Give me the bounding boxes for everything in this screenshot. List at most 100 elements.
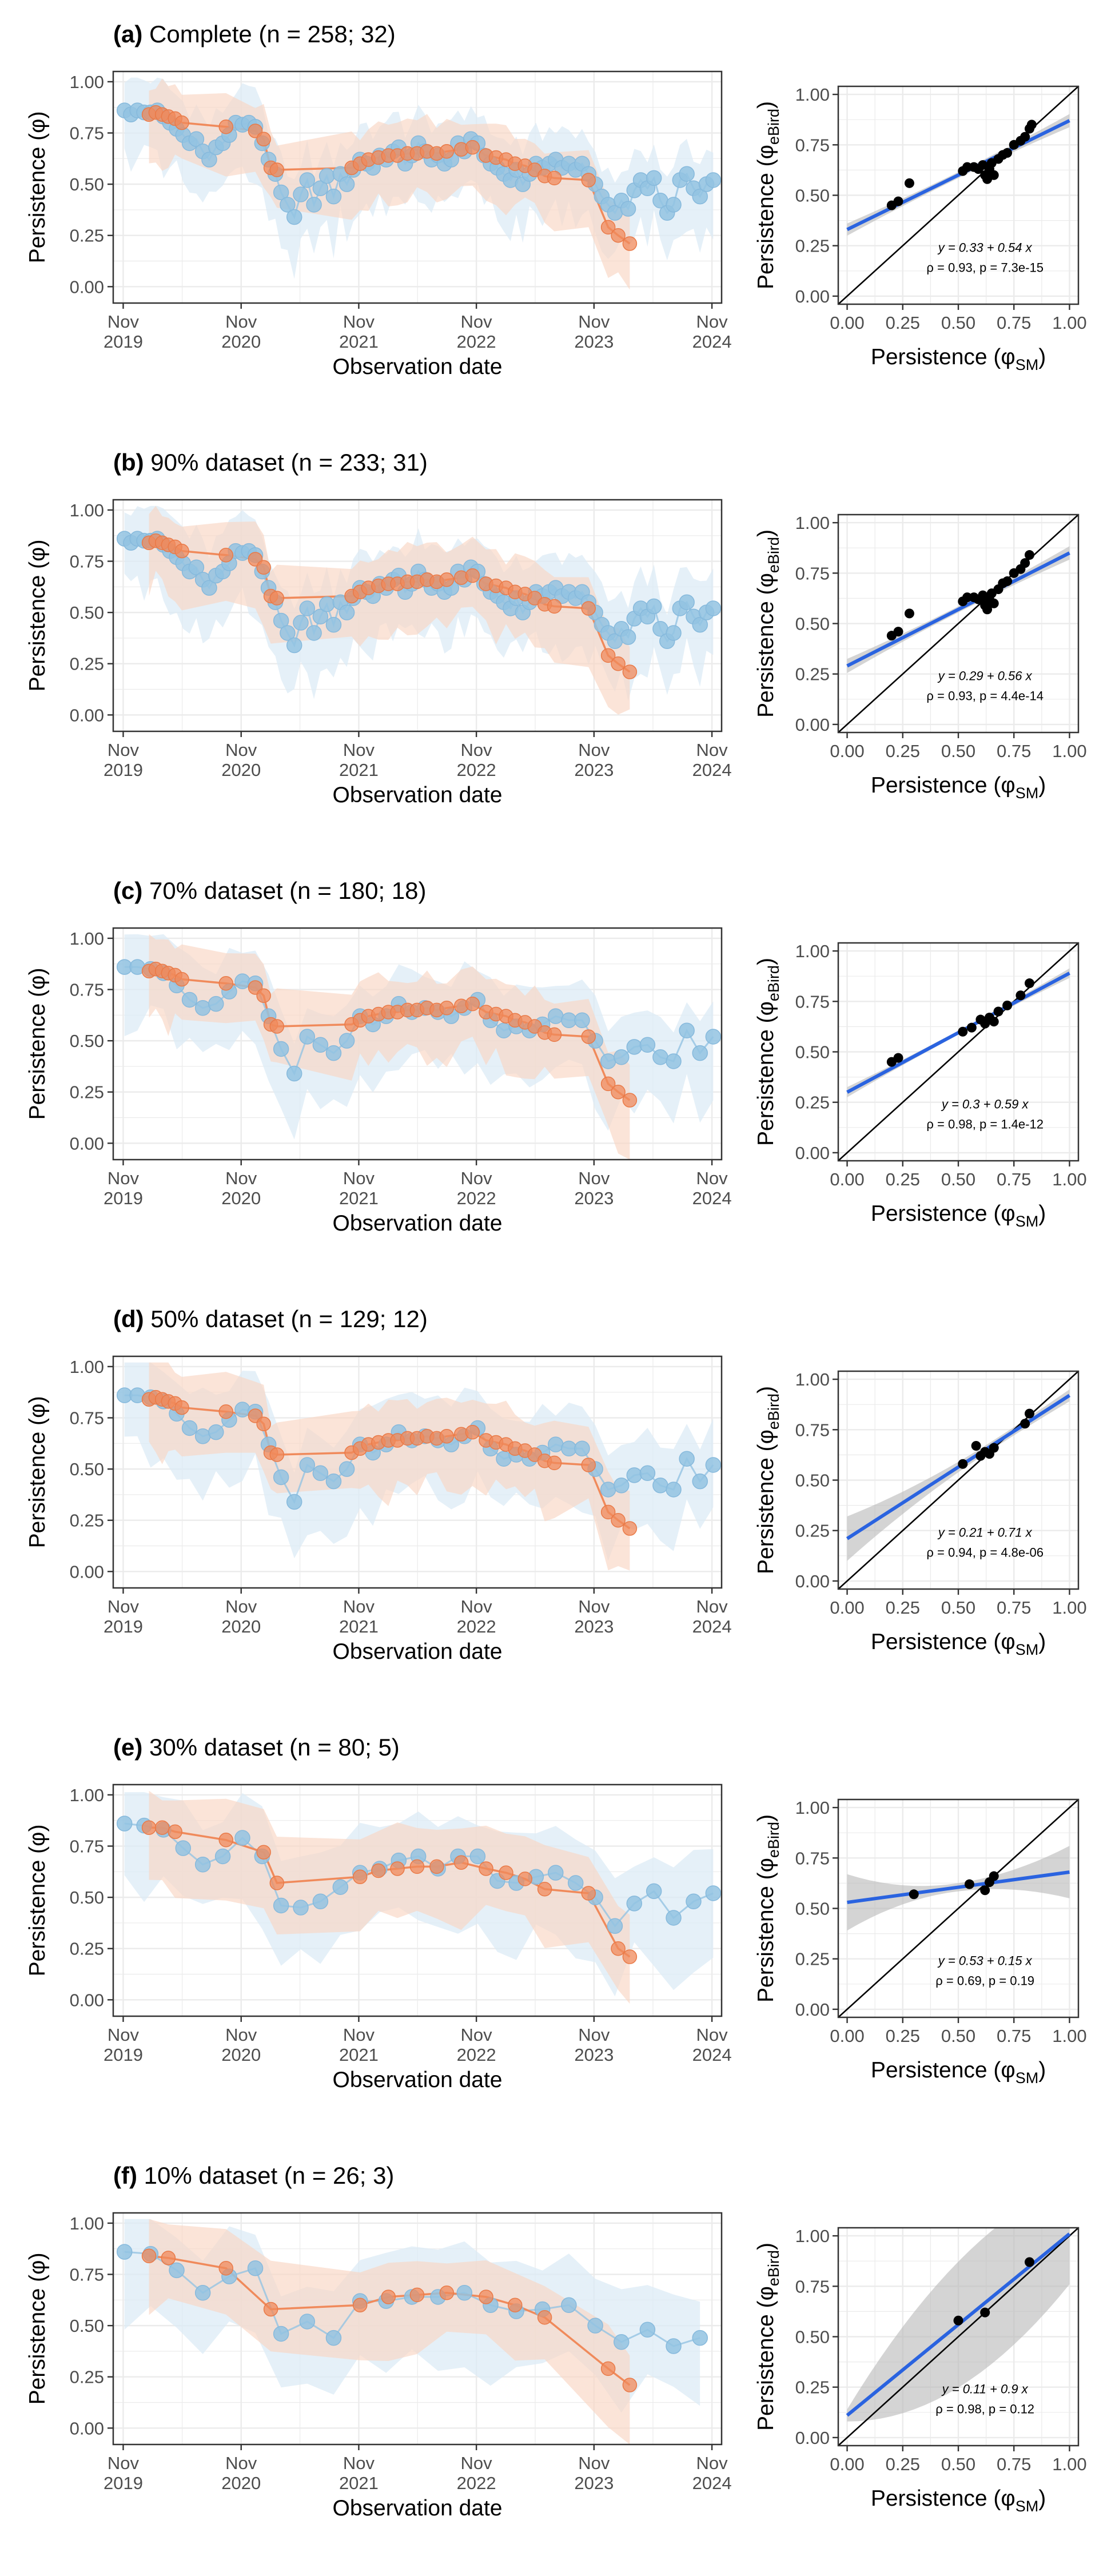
- y-tick-label: 0.50: [70, 1459, 104, 1479]
- sm-point: [622, 664, 638, 679]
- x-tick-label: 2021: [339, 332, 379, 352]
- panel-c: (c) 70% dataset (n = 180; 18) 0.00 0.25 0.5…: [25, 877, 1087, 1236]
- x-tick-label: 0.00: [830, 313, 864, 333]
- ebird-point: [705, 1029, 722, 1045]
- x-tick-label: Nov: [343, 2025, 375, 2045]
- x-tick-label: 2019: [103, 1617, 143, 1637]
- sm-point: [465, 996, 480, 1012]
- scatter-point: [966, 1022, 977, 1033]
- ebird-point: [286, 637, 302, 654]
- timeseries-plot: 0.000.250.500.751.00Nov2019Nov2020Nov202…: [25, 927, 732, 1236]
- sm-point: [352, 1869, 368, 1885]
- y-tick-label: 0.25: [70, 1511, 104, 1531]
- ebird-point: [201, 580, 217, 596]
- sm-point: [390, 1861, 405, 1876]
- scatter-point: [909, 1889, 919, 1900]
- y-axis-title: Persistence (φ): [25, 540, 50, 692]
- y-tick-label: 0.25: [70, 654, 104, 674]
- ebird-point: [692, 188, 708, 205]
- correlation-stats: ρ = 0.98, p = 0.12: [935, 2402, 1034, 2416]
- regression-line: [847, 1870, 1070, 1904]
- x-tick-label: 2023: [574, 760, 614, 780]
- sm-point: [453, 1855, 469, 1870]
- sm-point: [269, 1019, 285, 1034]
- y-tick-label: 0.75: [795, 1848, 830, 1868]
- plot-border: [112, 1783, 723, 2017]
- sm-confidence-band: [149, 1790, 630, 2004]
- ebird-point: [280, 197, 296, 213]
- y-axis-title: Persistence (φ): [25, 112, 50, 264]
- y-tick-label: 0.25: [795, 236, 830, 256]
- x-tick-label: Nov: [461, 2025, 493, 2045]
- sm-point: [439, 1001, 455, 1016]
- y-tick-label: 1.00: [795, 1369, 830, 1389]
- sm-point: [269, 1447, 285, 1462]
- x-tick-label: Nov: [461, 312, 493, 332]
- sm-point: [218, 1833, 233, 1848]
- ebird-point: [620, 201, 636, 217]
- x-tick-label: 0.00: [830, 1169, 864, 1189]
- x-tick-label: 2021: [339, 1188, 379, 1208]
- ebird-point: [574, 1440, 590, 1457]
- scatter-plot: y = 0.33 + 0.54 x ρ = 0.93, p = 7.3e-15 0.…: [754, 85, 1087, 373]
- x-axis-title: Observation date: [332, 355, 502, 379]
- ebird-point: [626, 1896, 643, 1912]
- y-axis-title: Persistence (φeBird): [754, 101, 782, 289]
- correlation-stats: ρ = 0.69, p = 0.19: [935, 1974, 1034, 1988]
- ebird-point: [194, 1428, 211, 1444]
- panel-title-text: 10% dataset (n = 26; 3): [137, 2162, 394, 2189]
- x-tick-label: Nov: [696, 1596, 728, 1617]
- ebird-point: [194, 2285, 211, 2301]
- sm-point: [409, 2287, 425, 2303]
- x-tick-label: 2019: [103, 1188, 143, 1208]
- ebird-point: [646, 1883, 662, 1900]
- scatter-point: [964, 1879, 974, 1889]
- x-tick-label: 0.50: [941, 1169, 975, 1189]
- x-tick-label: Nov: [696, 2453, 728, 2473]
- y-tick-label: 0.75: [70, 980, 104, 1000]
- regression-line: [846, 119, 1070, 232]
- sm-point: [465, 1424, 480, 1440]
- y-axis-title: Persistence (φeBird): [754, 1386, 782, 1574]
- y-tick-label: 0.25: [795, 2378, 830, 2398]
- scatter-point: [958, 1459, 968, 1469]
- sm-point: [547, 1455, 562, 1471]
- identity-line: [838, 943, 1078, 1161]
- y-tick-label: 0.25: [795, 1949, 830, 1969]
- x-tick-label: Nov: [343, 2453, 375, 2473]
- timeseries-plot: 0.000.250.500.751.00Nov2019Nov2020Nov202…: [25, 1355, 732, 1664]
- x-axis-title: Persistence (φSM): [871, 345, 1046, 373]
- correlation-stats: ρ = 0.93, p = 4.4e-14: [926, 689, 1044, 703]
- regression-equation: y = 0.53 + 0.15 x: [937, 1953, 1033, 1968]
- y-tick-label: 0.00: [795, 2000, 830, 2020]
- x-axis-title: Observation date: [332, 1211, 502, 1236]
- identity-line: [838, 1799, 1078, 2017]
- ebird-point: [646, 598, 662, 615]
- x-tick-label: 2024: [692, 1188, 732, 1208]
- scatter-point: [1002, 148, 1013, 158]
- panel-f: (f) 10% dataset (n = 26; 3) 0.00 0.25 0.50 0…: [25, 2162, 1087, 2521]
- sm-point: [371, 1863, 386, 1878]
- regression-line: [846, 1393, 1071, 1540]
- y-tick-label: 1.00: [795, 513, 830, 533]
- x-tick-label: 2022: [457, 760, 496, 780]
- plot-border: [112, 927, 723, 1161]
- plot-border: [112, 70, 723, 304]
- sm-point: [611, 656, 626, 671]
- sm-point: [174, 115, 189, 130]
- ebird-point: [587, 2318, 603, 2334]
- sm-point: [581, 1029, 596, 1044]
- scatter-layer: [838, 1799, 1078, 2017]
- x-tick-label: Nov: [225, 2453, 257, 2473]
- y-tick-label: 0.00: [70, 277, 104, 297]
- x-tick-label: Nov: [578, 1168, 610, 1188]
- sm-point: [479, 2290, 493, 2304]
- x-tick-label: 0.25: [886, 1598, 920, 1618]
- x-tick-label: 0.00: [830, 741, 864, 761]
- scatter-point: [1024, 2257, 1034, 2267]
- x-tick-label: Nov: [696, 1168, 728, 1188]
- sm-point: [174, 1400, 189, 1415]
- timeseries-plot: 0.000.250.500.751.00Nov2019Nov2020Nov202…: [25, 2212, 732, 2521]
- x-tick-label: 2023: [574, 2473, 614, 2493]
